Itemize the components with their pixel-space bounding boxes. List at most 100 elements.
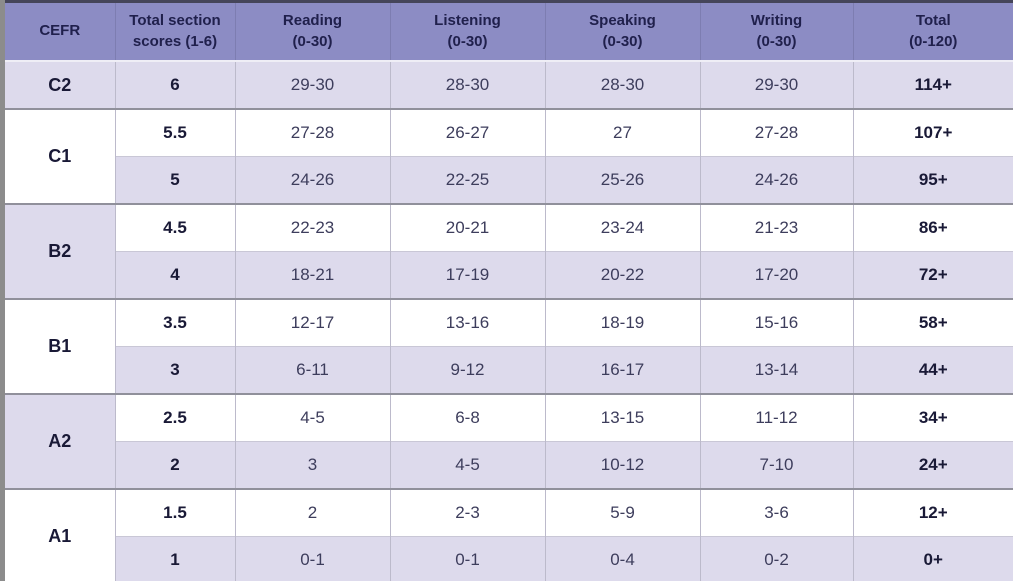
cell-reading: 29-30 xyxy=(235,61,391,109)
table-row: A1 1.5 2 2-3 5-9 3-6 12+ xyxy=(5,488,1013,581)
cell-listening: 0-1 xyxy=(390,536,546,581)
cell-reading: 6-11 xyxy=(235,346,391,394)
table-row: 5 24-26 22-25 25-26 24-26 95+ xyxy=(5,156,1013,204)
table-row: B1 3.5 12-17 13-16 18-19 15-16 58+ xyxy=(5,298,1013,394)
header-label: Total xyxy=(915,12,951,30)
cell-speaking: 28-30 xyxy=(545,61,701,109)
header-sublabel: (0-30) xyxy=(447,32,488,50)
cell-reading: 12-17 xyxy=(235,298,391,347)
header-cell-section-scores: Total section scores (1-6) xyxy=(115,3,236,61)
header-cell-reading: Reading (0-30) xyxy=(235,3,391,61)
cell-reading: 4-5 xyxy=(235,393,391,442)
cell-total: 107+ xyxy=(853,108,1013,157)
header-label: Total section xyxy=(129,12,221,30)
cell-reading: 24-26 xyxy=(235,156,391,204)
header-sublabel: (0-30) xyxy=(756,32,797,50)
cell-section-score: 2 xyxy=(115,441,236,489)
cell-writing: 24-26 xyxy=(700,156,854,204)
cell-section-score: 3 xyxy=(115,346,236,394)
cell-listening: 6-8 xyxy=(390,393,546,442)
cell-section-score: 4 xyxy=(115,251,236,299)
cell-listening: 28-30 xyxy=(390,61,546,109)
cefr-cell: A2 xyxy=(5,393,116,489)
table-row: 2 3 4-5 10-12 7-10 24+ xyxy=(5,441,1013,489)
cell-writing: 7-10 xyxy=(700,441,854,489)
cell-listening: 9-12 xyxy=(390,346,546,394)
header-cell-total: Total (0-120) xyxy=(853,3,1013,61)
header-cell-cefr: CEFR xyxy=(5,3,116,61)
table-row: A2 2.5 4-5 6-8 13-15 11-12 34+ xyxy=(5,393,1013,489)
cell-reading: 22-23 xyxy=(235,203,391,252)
cefr-cell: B1 xyxy=(5,298,116,394)
header-sublabel: (0-30) xyxy=(602,32,643,50)
cell-speaking: 10-12 xyxy=(545,441,701,489)
cell-reading: 0-1 xyxy=(235,536,391,581)
cell-section-score: 4.5 xyxy=(115,203,236,252)
cell-speaking: 20-22 xyxy=(545,251,701,299)
cell-speaking: 16-17 xyxy=(545,346,701,394)
top-edge-strip xyxy=(0,0,1013,3)
header-sublabel: scores (1-6) xyxy=(132,32,218,50)
cell-listening: 13-16 xyxy=(390,298,546,347)
cell-speaking: 13-15 xyxy=(545,393,701,442)
cell-total: 86+ xyxy=(853,203,1013,252)
cell-writing: 3-6 xyxy=(700,488,854,537)
cell-writing: 17-20 xyxy=(700,251,854,299)
cell-section-score: 3.5 xyxy=(115,298,236,347)
cell-section-score: 2.5 xyxy=(115,393,236,442)
cell-total: 24+ xyxy=(853,441,1013,489)
cell-writing: 27-28 xyxy=(700,108,854,157)
table-row: 4 18-21 17-19 20-22 17-20 72+ xyxy=(5,251,1013,299)
cell-reading: 18-21 xyxy=(235,251,391,299)
cell-speaking: 5-9 xyxy=(545,488,701,537)
cefr-score-table: CEFR Total section scores (1-6) Reading (0… xyxy=(5,3,1013,581)
left-edge-strip xyxy=(0,0,5,581)
header-label: Reading xyxy=(282,12,343,30)
cell-reading: 27-28 xyxy=(235,108,391,157)
cefr-cell: C1 xyxy=(5,108,116,204)
cell-listening: 2-3 xyxy=(390,488,546,537)
header-cell-listening: Listening (0-30) xyxy=(390,3,546,61)
cell-section-score: 5.5 xyxy=(115,108,236,157)
cell-section-score: 5 xyxy=(115,156,236,204)
cefr-cell: A1 xyxy=(5,488,116,581)
cell-total: 34+ xyxy=(853,393,1013,442)
cell-listening: 20-21 xyxy=(390,203,546,252)
cell-total: 12+ xyxy=(853,488,1013,537)
header-cell-writing: Writing (0-30) xyxy=(700,3,854,61)
cell-total: 72+ xyxy=(853,251,1013,299)
table-row: B2 4.5 22-23 20-21 23-24 21-23 86+ xyxy=(5,203,1013,299)
cell-writing: 21-23 xyxy=(700,203,854,252)
table-row: C1 5.5 27-28 26-27 27 27-28 107+ xyxy=(5,108,1013,204)
header-label: CEFR xyxy=(39,22,81,40)
header-sublabel: (0-120) xyxy=(909,32,958,50)
cefr-cell: C2 xyxy=(5,61,116,109)
cell-section-score: 1.5 xyxy=(115,488,236,537)
table-header-row: CEFR Total section scores (1-6) Reading (0… xyxy=(5,3,1013,61)
cell-speaking: 0-4 xyxy=(545,536,701,581)
cell-listening: 17-19 xyxy=(390,251,546,299)
cell-section-score: 1 xyxy=(115,536,236,581)
cell-writing: 11-12 xyxy=(700,393,854,442)
table-row: 1 0-1 0-1 0-4 0-2 0+ xyxy=(5,536,1013,581)
cell-total: 114+ xyxy=(853,61,1013,109)
header-sublabel: (0-30) xyxy=(292,32,333,50)
cell-reading: 2 xyxy=(235,488,391,537)
cell-total: 44+ xyxy=(853,346,1013,394)
cell-total: 95+ xyxy=(853,156,1013,204)
cell-speaking: 27 xyxy=(545,108,701,157)
cell-total: 0+ xyxy=(853,536,1013,581)
cell-writing: 13-14 xyxy=(700,346,854,394)
cell-section-score: 6 xyxy=(115,61,236,109)
cell-total: 58+ xyxy=(853,298,1013,347)
table-row: 3 6-11 9-12 16-17 13-14 44+ xyxy=(5,346,1013,394)
cell-writing: 0-2 xyxy=(700,536,854,581)
cell-speaking: 18-19 xyxy=(545,298,701,347)
header-label: Listening xyxy=(434,12,501,30)
cell-listening: 22-25 xyxy=(390,156,546,204)
cell-writing: 29-30 xyxy=(700,61,854,109)
table-row: C2 6 29-30 28-30 28-30 29-30 114+ xyxy=(5,61,1013,109)
cell-reading: 3 xyxy=(235,441,391,489)
cell-speaking: 25-26 xyxy=(545,156,701,204)
